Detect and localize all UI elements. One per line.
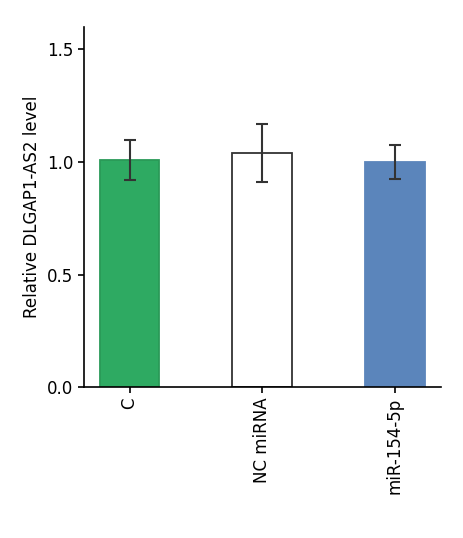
Bar xyxy=(364,162,424,387)
Bar xyxy=(232,153,291,387)
Y-axis label: Relative DLGAP1-AS2 level: Relative DLGAP1-AS2 level xyxy=(23,96,41,318)
Bar xyxy=(100,160,159,387)
